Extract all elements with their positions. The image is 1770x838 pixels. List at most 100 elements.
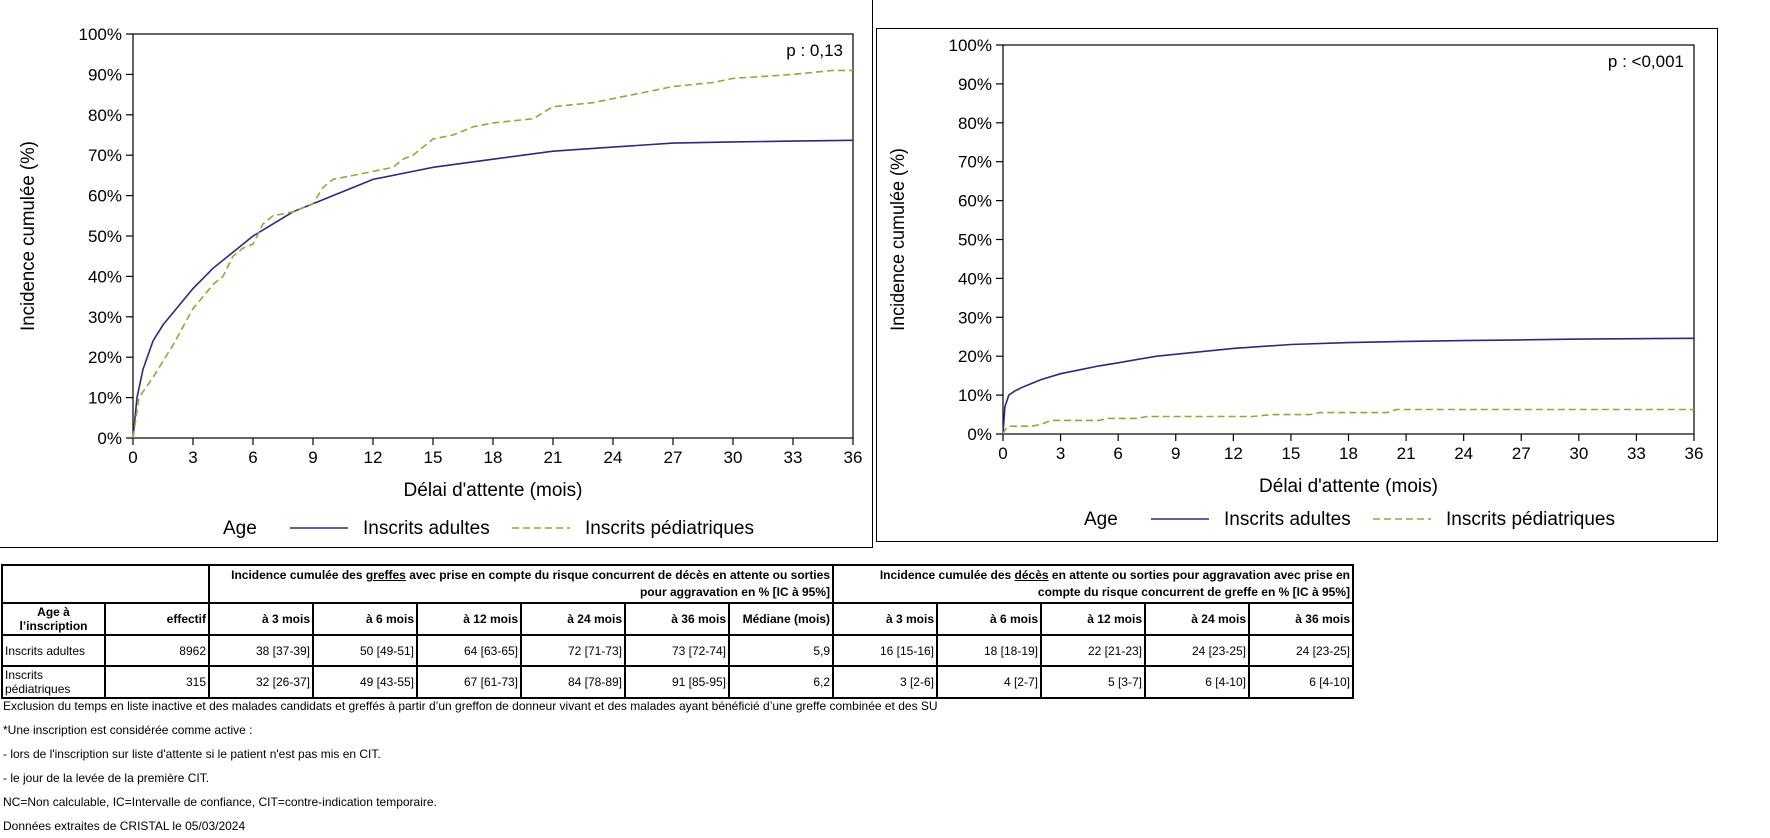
table-row: Inscrits pédiatriques 315 32 [26-37] 49 … <box>1 665 1354 699</box>
p-value-annotation: p : <0,001 <box>1608 52 1684 71</box>
y-axis-label: Incidence cumulée (%) <box>888 148 909 331</box>
cell-value: 38 [37-39] <box>208 634 314 667</box>
x-tick-label: 6 <box>248 448 257 467</box>
x-tick-label: 33 <box>1627 444 1646 463</box>
cell-value: 24 [23-25] <box>1248 634 1354 667</box>
col-header-g1-median: Médiane (mois) <box>728 602 834 636</box>
series-line-pediatric <box>132 69 853 439</box>
cell-value: 22 [21-23] <box>1040 634 1146 667</box>
cell-value: 91 [85-95] <box>624 665 730 699</box>
p-value-annotation: p : 0,13 <box>786 41 843 60</box>
y-tick-label: 50% <box>958 231 992 250</box>
cell-effectif: 8962 <box>104 634 210 667</box>
y-tick-label: 100% <box>949 36 992 55</box>
col-header-g2-24m: à 24 mois <box>1144 602 1250 636</box>
col-header-g1-36m: à 36 mois <box>624 602 730 636</box>
y-tick-label: 50% <box>88 227 122 246</box>
table-corner <box>1 564 210 604</box>
cell-value: 3 [2-6] <box>832 665 938 699</box>
cell-value: 73 [72-74] <box>624 634 730 667</box>
col-header-g2-36m: à 36 mois <box>1248 602 1354 636</box>
legend-label-adults: Inscrits adultes <box>363 518 490 539</box>
results-table: Incidence cumulée des greffes avec prise… <box>1 564 1354 699</box>
cell-value: 5,9 <box>728 634 834 667</box>
col-header-g2-3m: à 3 mois <box>832 602 938 636</box>
x-tick-label: 0 <box>128 448 137 467</box>
x-tick-label: 24 <box>604 448 623 467</box>
footnote-active-def: *Une inscription est considérée comme ac… <box>3 723 253 737</box>
col-header-g2-12m: à 12 mois <box>1040 602 1146 636</box>
cell-value: 5 [3-7] <box>1040 665 1146 699</box>
col-header-g1-3m: à 3 mois <box>208 602 314 636</box>
footnotes: Exclusion du temps en liste inactive et … <box>3 694 938 838</box>
y-axis-label: Incidence cumulée (%) <box>18 141 39 331</box>
x-tick-label: 12 <box>1224 444 1243 463</box>
series-line-adults <box>1002 337 1695 435</box>
x-tick-label: 0 <box>998 444 1007 463</box>
row-label: Inscrits pédiatriques <box>1 665 106 699</box>
col-header-g2-6m: à 6 mois <box>936 602 1042 636</box>
table-header-row-2: Age à l’inscription effectif à 3 mois à … <box>1 602 1354 636</box>
y-tick-label: 0% <box>97 429 122 448</box>
x-tick-label: 36 <box>844 448 863 467</box>
chart-right: 0%10%20%30%40%50%60%70%80%90%100%0 3 6 9 12 1… <box>888 36 1704 530</box>
legend-title: Age <box>223 518 257 539</box>
cell-value: 32 [26-37] <box>208 665 314 699</box>
col-header-g1-24m: à 24 mois <box>520 602 626 636</box>
plot-frame <box>1002 44 1695 435</box>
cell-value: 24 [23-25] <box>1144 634 1250 667</box>
x-tick-label: 3 <box>1056 444 1065 463</box>
x-tick-label: 12 <box>364 448 383 467</box>
footnote-exclusion: Exclusion du temps en liste inactive et … <box>3 699 938 713</box>
footnote-data-source: Données extraites de CRISTAL le 05/03/20… <box>3 819 246 833</box>
cell-value: 67 [61-73] <box>416 665 522 699</box>
y-tick-label: 80% <box>88 106 122 125</box>
x-tick-label: 33 <box>784 448 803 467</box>
x-tick-label: 27 <box>664 448 683 467</box>
y-tick-label: 0% <box>967 425 992 444</box>
y-tick-label: 20% <box>958 347 992 366</box>
legend-label-pediatric: Inscrits pédiatriques <box>1446 509 1615 530</box>
x-tick-label: 6 <box>1113 444 1122 463</box>
col-header-g1-12m: à 12 mois <box>416 602 522 636</box>
plot-frame <box>132 33 854 439</box>
col-header-effectif: effectif <box>104 602 210 636</box>
table-row: Inscrits adultes 8962 38 [37-39] 50 [49-… <box>1 634 1354 667</box>
y-tick-label: 30% <box>88 308 122 327</box>
row-label: Inscrits adultes <box>1 634 106 667</box>
x-tick-label: 18 <box>484 448 503 467</box>
x-tick-label: 21 <box>1397 444 1416 463</box>
cell-value: 6,2 <box>728 665 834 699</box>
cell-value: 16 [15-16] <box>832 634 938 667</box>
y-tick-label: 30% <box>958 308 992 327</box>
x-axis-label: Délai d'attente (mois) <box>1259 476 1438 497</box>
footnote-abbreviations: NC=Non calculable, IC=Intervalle de conf… <box>3 795 437 809</box>
y-tick-label: 60% <box>88 187 122 206</box>
y-tick-label: 90% <box>88 65 122 84</box>
series-line-adults <box>132 139 854 439</box>
cell-value: 18 [18-19] <box>936 634 1042 667</box>
cell-value: 84 [78-89] <box>520 665 626 699</box>
x-tick-label: 30 <box>724 448 743 467</box>
chart-left: 0%10%20%30%40%50%60%70%80%90%100%0 3 6 9 12 1… <box>18 25 863 539</box>
legend-title: Age <box>1084 509 1118 530</box>
y-tick-label: 70% <box>958 153 992 172</box>
chart-panel-right: 0% 10% 20% 30% 40% 50% 60% 70% 80% 90% 100% 0 3 6 9 12 1… <box>876 28 1718 542</box>
cell-value: 72 [71-73] <box>520 634 626 667</box>
cell-value: 4 [2-7] <box>936 665 1042 699</box>
table-group1-header: Incidence cumulée des greffes avec prise… <box>208 564 834 604</box>
series-line-pediatric <box>1002 408 1694 435</box>
y-tick-label: 20% <box>88 348 122 367</box>
y-tick-label: 10% <box>958 386 992 405</box>
chart-panel-left: 0% 10% 20% 30% 40% 50% 60% 70% 80% 90% 100% 0 3 6 9 12 1… <box>0 0 873 548</box>
x-tick-label: 36 <box>1685 444 1704 463</box>
x-axis-label: Délai d'attente (mois) <box>404 480 583 501</box>
col-header-age: Age à l’inscription <box>1 602 106 636</box>
footnote-active-case-1: - lors de l'inscription sur liste d'atte… <box>3 747 381 761</box>
x-tick-label: 9 <box>308 448 317 467</box>
cell-value: 6 [4-10] <box>1248 665 1354 699</box>
results-table-container: Incidence cumulée des greffes avec prise… <box>1 564 1354 699</box>
y-tick-label: 100% <box>79 25 122 44</box>
cell-value: 6 [4-10] <box>1144 665 1250 699</box>
y-tick-label: 10% <box>88 389 122 408</box>
